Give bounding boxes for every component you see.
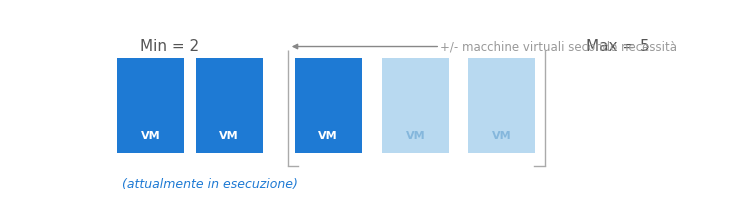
Bar [382, 58, 449, 153]
Text: (attualmente in esecuzione): (attualmente in esecuzione) [122, 178, 298, 191]
Text: Max = 5: Max = 5 [586, 39, 650, 54]
Bar [196, 58, 263, 153]
Bar [468, 58, 535, 153]
Text: VM: VM [492, 131, 511, 141]
Bar [117, 58, 184, 153]
Text: VM: VM [406, 131, 425, 141]
Text: +/- macchine virtuali secondo necessità: +/- macchine virtuali secondo necessità [440, 40, 677, 53]
Text: VM: VM [219, 131, 239, 141]
Bar [294, 58, 362, 153]
Text: VM: VM [140, 131, 161, 141]
Text: Min = 2: Min = 2 [140, 39, 199, 54]
Text: VM: VM [318, 131, 338, 141]
